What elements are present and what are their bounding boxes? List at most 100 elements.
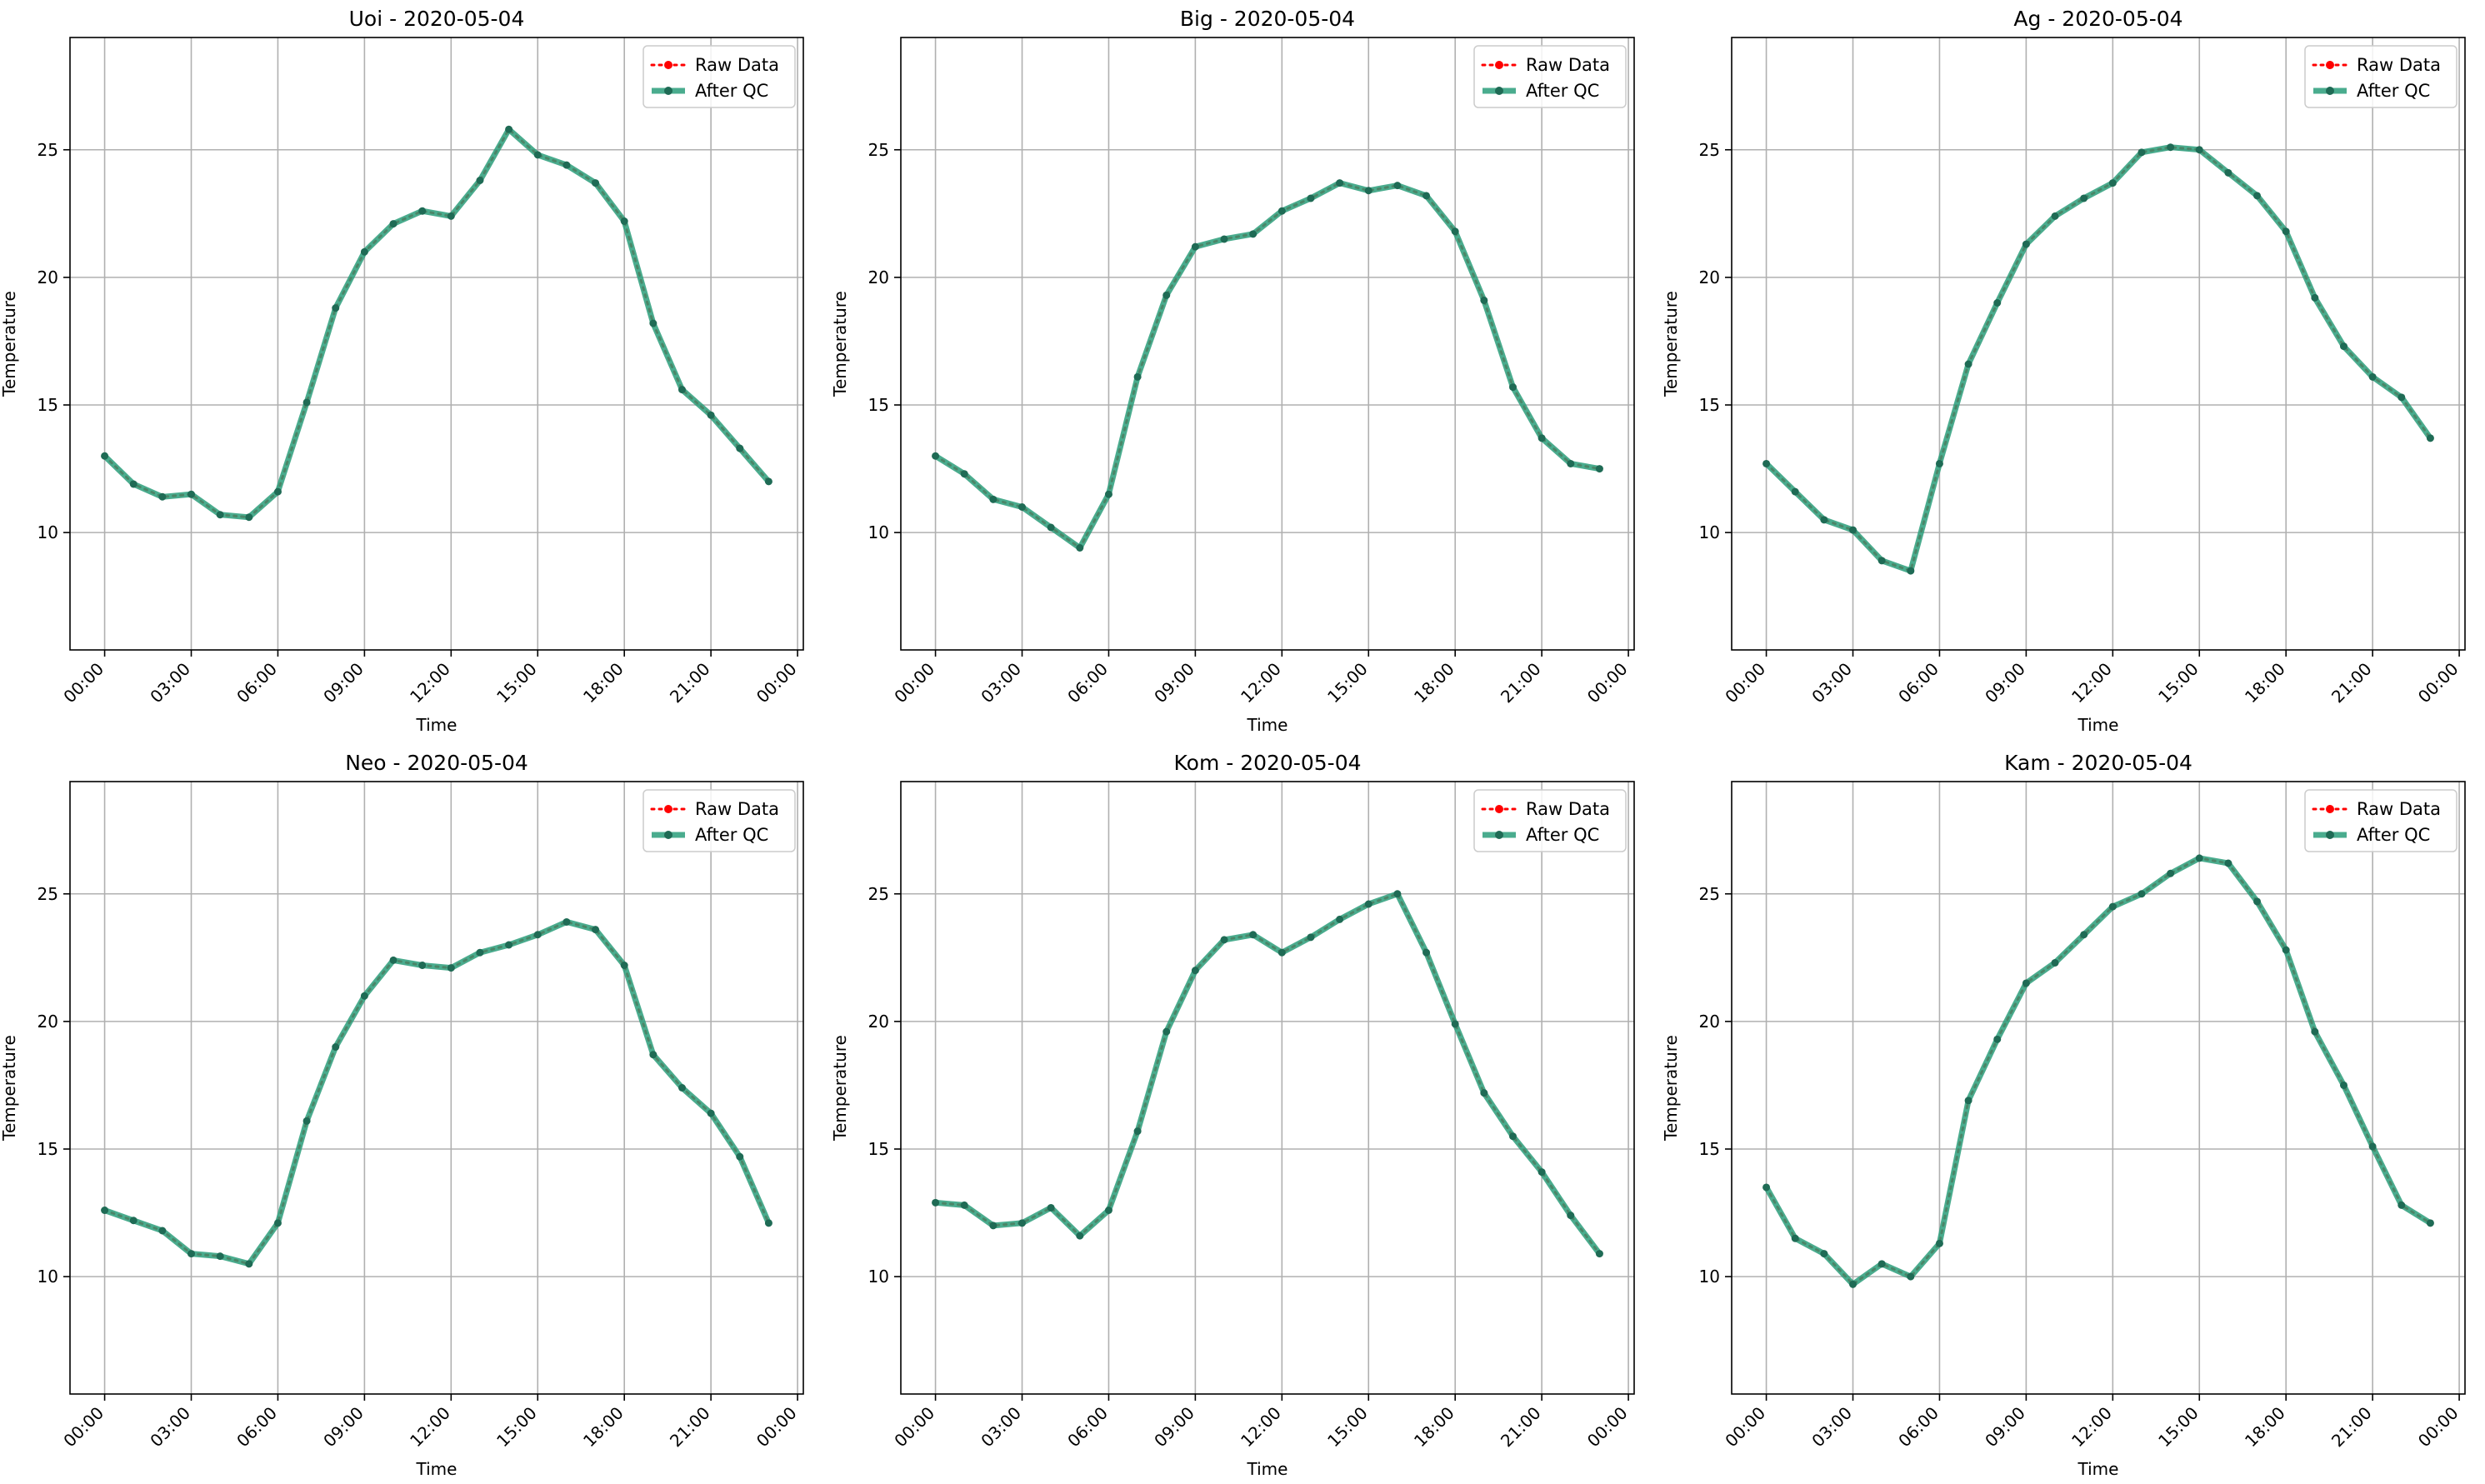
chart-panel-1: Uoi - 2020-05-04 10 15 20 25 00:00 03:00 06:00 0… (0, 7, 804, 735)
x-tick-label: 15:00 (1323, 659, 1372, 707)
point-after-qc (1047, 1203, 1055, 1212)
legend-marker-raw-data (2326, 61, 2334, 69)
x-tick-label: 00:00 (2414, 1403, 2462, 1452)
axes-frame (1731, 781, 2466, 1395)
point-after-qc (1820, 1250, 1828, 1258)
point-after-qc (2339, 342, 2348, 351)
point-after-qc (678, 386, 686, 394)
legend: Raw Data After QC (2304, 45, 2458, 108)
point-after-qc (707, 1109, 715, 1117)
legend-marker-after-qc (1495, 831, 1503, 839)
panel-title: Uoi - 2020-05-04 (349, 7, 525, 31)
point-after-qc (2138, 890, 2146, 898)
point-after-qc (1538, 1168, 1546, 1177)
point-after-qc (1762, 1183, 1771, 1192)
point-after-qc (1133, 372, 1142, 381)
x-tick-label: 15:00 (1323, 1403, 1372, 1452)
series-line-raw-data (934, 892, 1601, 1256)
point-after-qc (932, 1198, 940, 1207)
x-tick-label: 00:00 (1583, 1403, 1632, 1452)
x-tick-label: 03:00 (1808, 1403, 1856, 1452)
x-tick-label: 03:00 (146, 1403, 194, 1452)
series-line-after-qc (1763, 855, 2432, 1287)
legend-marker-after-qc (2326, 831, 2334, 839)
point-after-qc (2368, 1142, 2377, 1151)
point-after-qc (1451, 1020, 1459, 1028)
series-line-after-qc (933, 180, 1601, 551)
point-after-qc (1364, 187, 1372, 195)
x-tick-label: 21:00 (1497, 659, 1545, 707)
legend-marker-raw-data (1495, 61, 1503, 69)
point-after-qc (360, 992, 368, 1000)
point-after-qc (129, 480, 138, 488)
x-tick-label: 00:00 (752, 1403, 801, 1452)
point-after-qc (476, 948, 484, 957)
point-after-qc (1480, 1089, 1488, 1097)
y-tick-label: 25 (1699, 884, 1720, 904)
point-after-qc (1076, 544, 1084, 552)
point-after-qc (1162, 1027, 1171, 1036)
point-after-qc (2224, 168, 2232, 177)
point-after-qc (1336, 915, 1344, 923)
point-after-qc (332, 304, 340, 312)
legend-marker-after-qc (664, 831, 672, 839)
y-tick-label: 20 (38, 1012, 58, 1032)
point-after-qc (1964, 360, 1972, 368)
point-after-qc (2339, 1081, 2348, 1089)
y-tick-label: 10 (868, 522, 889, 542)
y-axis-label: Temperature (830, 291, 850, 397)
point-after-qc (418, 962, 427, 969)
point-after-qc (302, 1117, 311, 1125)
point-after-qc (1307, 194, 1315, 202)
point-after-qc (273, 1219, 282, 1227)
series-line-after-qc (1764, 144, 2433, 574)
point-after-qc (1393, 182, 1402, 190)
x-tick-label: 18:00 (579, 659, 628, 707)
y-tick-label: 20 (868, 1012, 889, 1032)
x-tick-label: 21:00 (1497, 1403, 1545, 1452)
point-after-qc (562, 161, 571, 169)
x-tick-label: 18:00 (2241, 1403, 2289, 1452)
series-line-raw-data (103, 127, 770, 519)
axes-frame (1731, 37, 2466, 651)
point-after-qc (1849, 526, 1858, 534)
x-tick-label: 12:00 (1237, 659, 1285, 707)
point-after-qc (2080, 194, 2088, 202)
y-tick-label: 20 (38, 267, 58, 287)
x-tick-label: 12:00 (2068, 1403, 2116, 1452)
legend-label-raw-data: Raw Data (1526, 55, 1610, 75)
y-tick-label: 15 (868, 1139, 889, 1159)
x-axis-label: Time (416, 715, 458, 735)
legend-marker-raw-data (1495, 805, 1503, 813)
point-after-qc (707, 411, 715, 419)
point-after-qc (332, 1043, 340, 1051)
point-after-qc (2022, 979, 2030, 987)
point-after-qc (1336, 179, 1344, 187)
x-tick-label: 09:00 (319, 659, 368, 707)
axes-frame (69, 781, 804, 1395)
point-after-qc (476, 177, 484, 184)
point-after-qc (1935, 1239, 1943, 1247)
point-after-qc (736, 1152, 744, 1161)
y-axis-label: Temperature (0, 1035, 19, 1142)
x-tick-label: 03:00 (146, 659, 194, 707)
point-after-qc (1791, 1234, 1799, 1242)
point-after-qc (989, 1222, 998, 1230)
point-after-qc (960, 1201, 968, 1209)
legend-marker-raw-data (2326, 805, 2334, 813)
x-tick-label: 00:00 (1583, 659, 1632, 707)
point-after-qc (188, 490, 196, 498)
point-after-qc (764, 477, 772, 486)
legend-label-raw-data: Raw Data (1526, 799, 1610, 819)
x-tick-label: 15:00 (2154, 1403, 2202, 1452)
point-after-qc (1567, 1212, 1575, 1220)
point-after-qc (1249, 230, 1258, 238)
point-after-qc (1849, 1280, 1858, 1288)
point-after-qc (1964, 1097, 1972, 1105)
point-after-qc (389, 956, 398, 964)
point-after-qc (2022, 240, 2030, 248)
point-after-qc (1567, 459, 1575, 467)
point-after-qc (2224, 859, 2232, 867)
point-after-qc (649, 1051, 658, 1059)
chart-panel-5: Kom - 2020-05-04 10 15 20 25 00:00 03:00 06:00 0… (830, 751, 1635, 1479)
